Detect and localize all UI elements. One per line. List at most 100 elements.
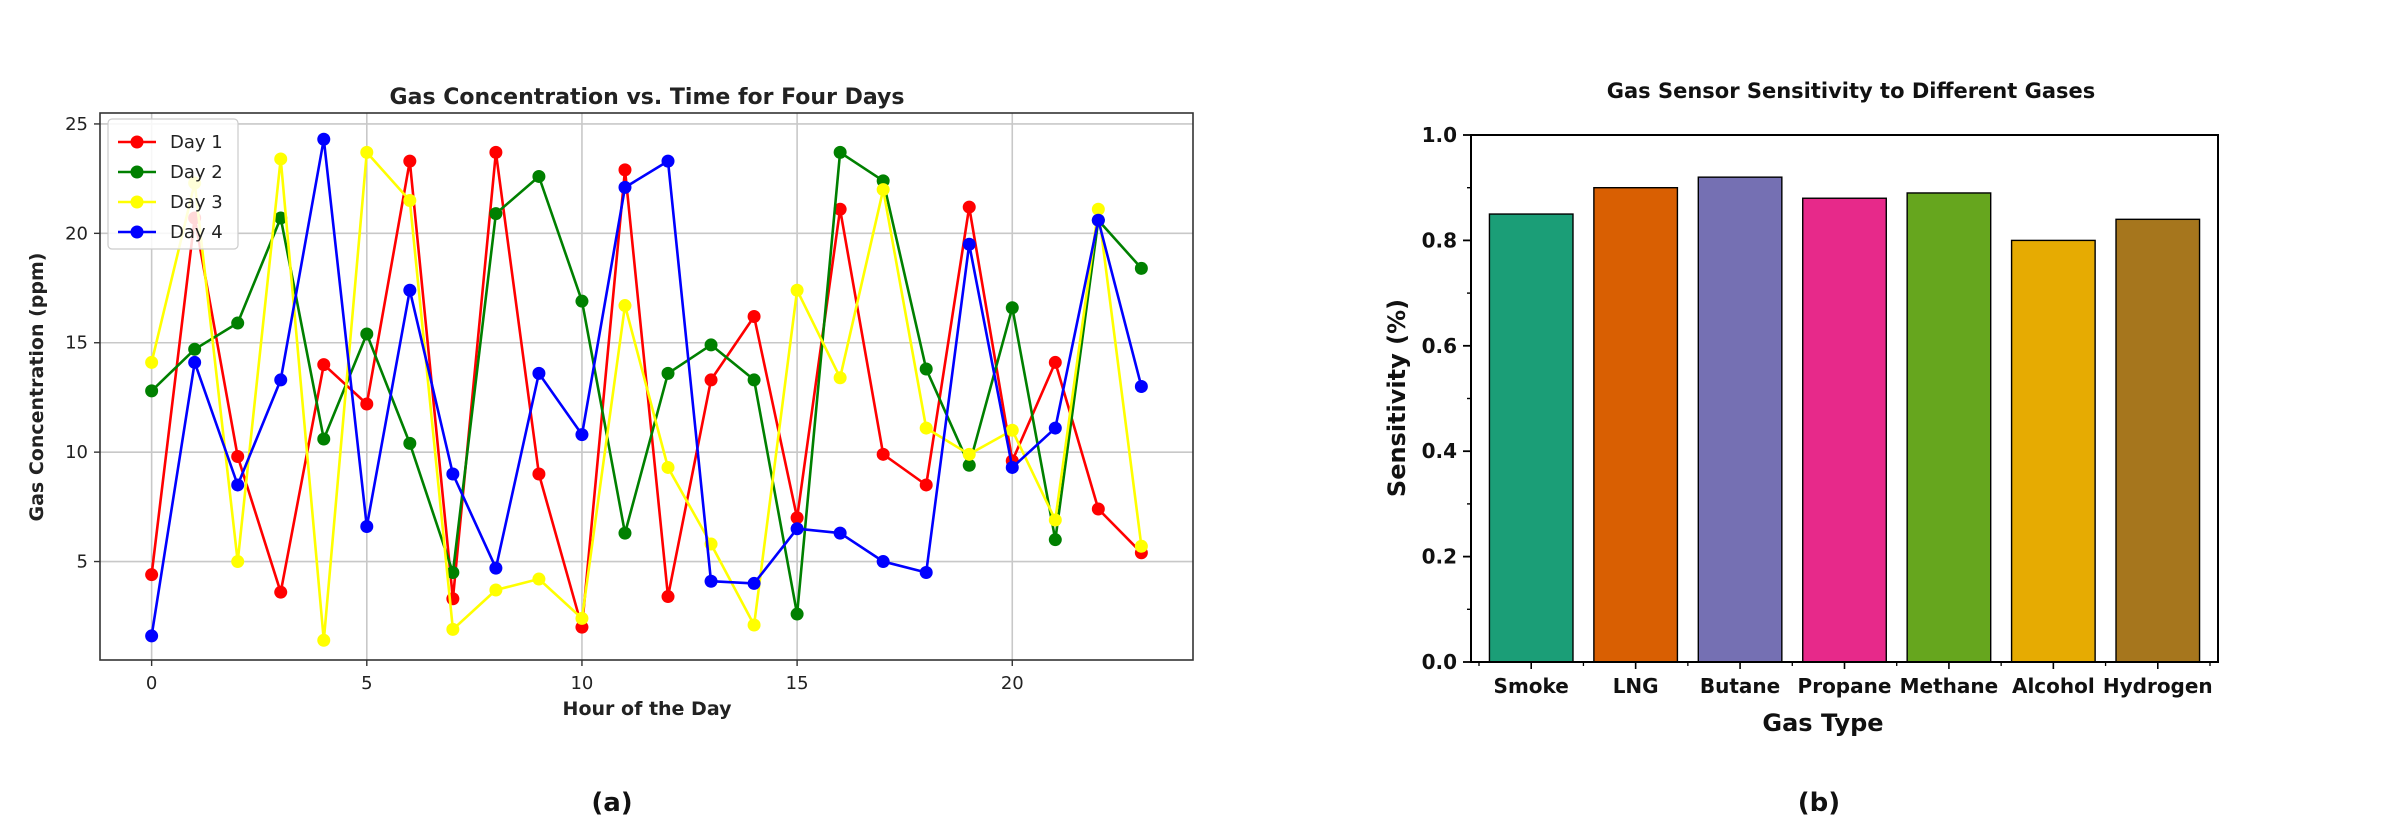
data-point-day-2 bbox=[661, 366, 675, 380]
data-point-day-4 bbox=[1005, 460, 1019, 474]
legend-label-day-1: Day 1 bbox=[170, 132, 223, 153]
data-point-day-2 bbox=[188, 342, 202, 356]
line-chart-title: Gas Concentration vs. Time for Four Days bbox=[390, 85, 905, 110]
x-tick-label-lng: LNG bbox=[1613, 674, 1659, 698]
line-chart-x-axis-label: Hour of the Day bbox=[563, 698, 733, 720]
legend-label-day-4: Day 4 bbox=[170, 222, 223, 243]
line-chart-legend: Day 1 Day 2 Day 3 Day 4 bbox=[107, 118, 239, 250]
data-point-day-4 bbox=[317, 132, 331, 146]
x-tick-label-propane: Propane bbox=[1798, 674, 1892, 698]
data-point-day-2 bbox=[274, 211, 288, 225]
data-point-day-4 bbox=[403, 283, 417, 297]
data-point-day-3 bbox=[1134, 539, 1148, 553]
data-point-day-1 bbox=[661, 590, 675, 604]
bar-smoke bbox=[1488, 213, 1574, 663]
data-point-day-1 bbox=[747, 309, 761, 323]
data-point-day-4 bbox=[790, 522, 804, 536]
series-day-2 bbox=[145, 145, 1148, 621]
data-point-day-3 bbox=[145, 355, 159, 369]
data-point-day-4 bbox=[747, 576, 761, 590]
data-point-day-4 bbox=[1134, 380, 1148, 393]
data-point-day-1 bbox=[618, 163, 632, 177]
data-point-day-3 bbox=[790, 283, 804, 297]
data-point-day-4 bbox=[231, 478, 245, 492]
data-point-day-3 bbox=[919, 421, 933, 435]
line-chart-series bbox=[145, 132, 1148, 647]
data-point-day-2 bbox=[919, 362, 933, 376]
legend-label-day-3: Day 3 bbox=[170, 192, 223, 213]
x-tick-label-methane: Methane bbox=[1900, 674, 1999, 698]
line-chart-y-axis-label: Gas Concentration (ppm) bbox=[26, 253, 48, 522]
data-point-day-1 bbox=[317, 358, 331, 372]
data-point-day-3 bbox=[1048, 513, 1062, 527]
data-point-day-3 bbox=[833, 371, 847, 385]
y-tick-label: 25 bbox=[65, 114, 88, 135]
data-point-day-4 bbox=[919, 565, 933, 579]
data-point-day-1 bbox=[919, 478, 933, 492]
data-point-day-1 bbox=[704, 373, 718, 387]
x-tick-label-alcohol: Alcohol bbox=[2012, 674, 2095, 698]
data-point-day-2 bbox=[489, 207, 503, 221]
bar-chart-y-axis-label: Sensitivity (%) bbox=[1383, 299, 1411, 497]
data-point-day-1 bbox=[231, 450, 245, 464]
data-point-day-4 bbox=[661, 154, 675, 168]
data-point-day-3 bbox=[317, 633, 331, 647]
data-point-day-2 bbox=[833, 145, 847, 159]
data-point-day-4 bbox=[1091, 213, 1105, 227]
line-chart-x-ticks: 0 5 10 15 20 bbox=[146, 660, 1024, 694]
data-point-day-2 bbox=[145, 384, 159, 398]
legend-label-day-2: Day 2 bbox=[170, 162, 223, 183]
y-tick-label: 0.4 bbox=[1422, 439, 1457, 463]
series-line-day-2 bbox=[150, 151, 1143, 616]
data-point-day-1 bbox=[360, 397, 374, 411]
y-tick-label: 5 bbox=[77, 552, 88, 573]
data-point-day-3 bbox=[231, 555, 245, 569]
data-point-day-4 bbox=[489, 561, 503, 575]
x-tick-label: 15 bbox=[786, 673, 809, 694]
data-point-day-4 bbox=[360, 520, 374, 534]
bar-butane bbox=[1697, 176, 1783, 663]
data-point-day-3 bbox=[747, 618, 761, 632]
data-point-day-1 bbox=[145, 568, 159, 582]
data-point-day-4 bbox=[833, 526, 847, 540]
x-tick-label: 10 bbox=[570, 673, 593, 694]
data-point-day-4 bbox=[145, 629, 159, 643]
data-point-day-2 bbox=[618, 526, 632, 540]
bar-chart-title: Gas Sensor Sensitivity to Different Gase… bbox=[1607, 79, 2096, 103]
data-point-day-3 bbox=[403, 194, 417, 208]
data-point-day-4 bbox=[1048, 421, 1062, 435]
data-point-day-1 bbox=[833, 202, 847, 216]
y-tick-label: 20 bbox=[65, 223, 88, 244]
panel-label-b: (b) bbox=[1798, 788, 1840, 818]
data-point-day-3 bbox=[274, 152, 288, 166]
data-point-day-3 bbox=[876, 183, 890, 197]
bar-alcohol bbox=[2010, 239, 2096, 663]
bar-chart-x-ticks: Smoke LNG Butane Propane Methane Alcohol Hydro… bbox=[1478, 662, 2213, 698]
data-point-day-2 bbox=[446, 565, 460, 579]
y-tick-label: 10 bbox=[65, 442, 88, 463]
legend-box bbox=[107, 118, 239, 250]
data-point-day-3 bbox=[618, 299, 632, 313]
data-point-day-2 bbox=[317, 432, 331, 446]
x-tick-label: 5 bbox=[361, 673, 372, 694]
y-tick-label: 0.0 bbox=[1422, 650, 1457, 674]
data-point-day-3 bbox=[1091, 202, 1105, 216]
data-point-day-2 bbox=[1048, 533, 1062, 547]
data-point-day-3 bbox=[489, 583, 503, 597]
series-day-4 bbox=[145, 132, 1148, 643]
bar-chart-x-axis-label: Gas Type bbox=[1762, 709, 1883, 737]
x-tick-label-butane: Butane bbox=[1700, 674, 1780, 698]
legend-marker-day-3 bbox=[130, 195, 144, 209]
line-chart-y-ticks: 5 10 15 20 25 bbox=[65, 114, 100, 573]
series-line-day-4 bbox=[150, 138, 1143, 637]
data-point-day-3 bbox=[532, 572, 546, 586]
data-point-day-4 bbox=[274, 373, 288, 387]
y-tick-label: 0.2 bbox=[1422, 545, 1457, 569]
data-point-day-2 bbox=[962, 458, 976, 472]
y-tick-label: 15 bbox=[65, 333, 88, 354]
x-tick-label-smoke: Smoke bbox=[1494, 674, 1569, 698]
legend-marker-day-4 bbox=[130, 225, 144, 239]
data-point-day-2 bbox=[575, 294, 589, 308]
bar-chart: Gas Sensor Sensitivity to Different Gase… bbox=[1383, 79, 2219, 818]
